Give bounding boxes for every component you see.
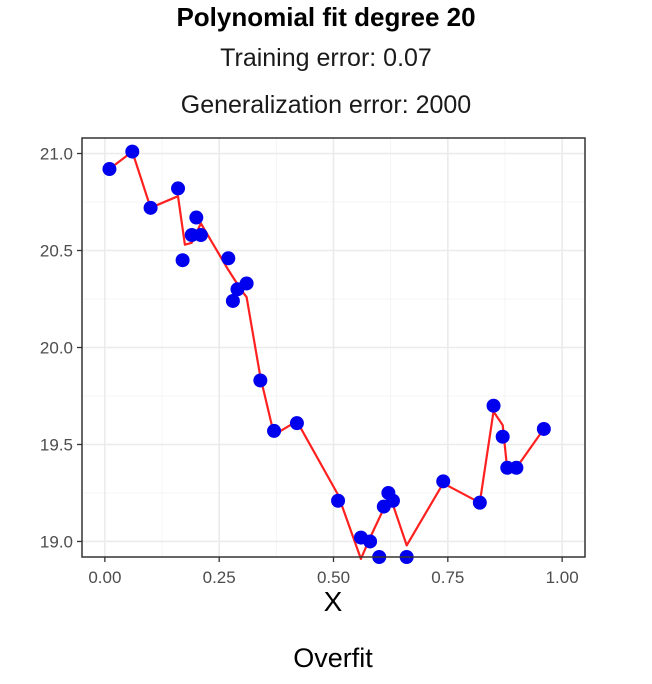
fit-line-layer	[108, 150, 545, 561]
data-point	[385, 493, 400, 508]
chart-title: Polynomial fit degree 20	[176, 2, 476, 32]
y-tick-label: 20.5	[40, 242, 73, 261]
grid	[82, 138, 585, 557]
x-tick-label: 0.75	[431, 568, 464, 587]
figure-caption: Overfit	[293, 643, 373, 673]
x-tick-label: 0.50	[317, 568, 350, 587]
data-point	[509, 460, 524, 475]
axes: 0.00 0.25 0.50 0.75 1.00 19.0 19.5 20.0 20.5 21.0	[40, 145, 579, 587]
y-tick-label: 19.0	[40, 532, 73, 551]
x-tick-label: 1.00	[546, 568, 579, 587]
data-point	[125, 144, 140, 159]
x-tick-label: 0.00	[88, 568, 121, 587]
data-point	[171, 181, 186, 196]
y-tick-label: 21.0	[40, 145, 73, 164]
data-point	[289, 416, 304, 431]
data-point	[221, 251, 236, 266]
y-tick-label: 19.5	[40, 435, 73, 454]
data-point	[267, 423, 282, 438]
data-point	[536, 421, 551, 436]
scatter-plot: 0.00 0.25 0.50 0.75 1.00 19.0 19.5 20.0 20.5 21.0	[40, 137, 586, 587]
fit-line	[108, 150, 545, 561]
data-point	[102, 162, 117, 177]
y-tick-label: 20.0	[40, 339, 73, 358]
data-point	[239, 276, 254, 291]
training-error-subtitle: Training error: 0.07	[220, 44, 432, 72]
data-point	[193, 227, 208, 242]
data-point	[331, 493, 346, 508]
data-point	[363, 534, 378, 549]
data-point	[472, 495, 487, 510]
generalization-error-subtitle: Generalization error: 2000	[180, 91, 472, 119]
data-point	[175, 253, 190, 268]
data-point	[495, 429, 510, 444]
x-tick-label: 0.25	[203, 568, 236, 587]
data-point	[225, 293, 240, 308]
x-axis-label: X	[323, 586, 343, 617]
data-point	[143, 200, 158, 215]
data-point	[253, 373, 268, 388]
data-points	[102, 144, 551, 564]
data-point	[436, 474, 451, 489]
data-point	[189, 210, 204, 225]
data-point	[486, 398, 501, 413]
